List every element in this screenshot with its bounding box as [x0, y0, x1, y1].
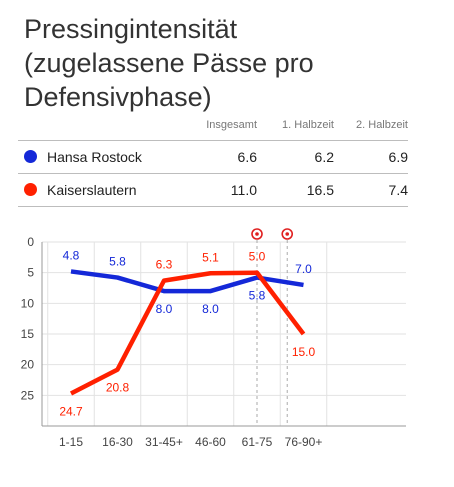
series-line-hansa-rostock [70, 269, 304, 294]
team-color-dot [24, 183, 37, 196]
first-half-value: 16.5 [257, 173, 334, 207]
y-tick-label: 20 [21, 358, 35, 372]
team-name: Hansa Rostock [47, 149, 142, 165]
x-tick-label: 16-30 [102, 435, 133, 449]
data-label: 15.0 [292, 345, 316, 359]
chart-title: Pressingintensität (zugelassene Pässe pr… [24, 12, 444, 114]
stats-header-row: Insgesamt 1. Halbzeit 2. Halbzeit [18, 118, 408, 141]
stats-table: Insgesamt 1. Halbzeit 2. Halbzeit Hansa … [18, 118, 408, 207]
y-tick-label: 15 [21, 327, 35, 341]
data-label: 24.7 [59, 404, 83, 418]
team-color-dot [24, 150, 37, 163]
x-tick-label: 76-90+ [285, 435, 323, 449]
y-tick-label: 25 [21, 388, 35, 402]
header-total: Insgesamt [206, 119, 257, 131]
title-line-2: (zugelassene Pässe pro [24, 48, 314, 78]
total-value: 6.6 [193, 140, 257, 174]
data-label: 5.0 [249, 250, 266, 264]
series-line-kaiserslautern [69, 270, 306, 396]
team-cell: Kaiserslautern [18, 173, 193, 207]
soccer-ball-icon-center [285, 232, 290, 236]
y-tick-label: 5 [27, 266, 34, 280]
header-first-half: 1. Halbzeit [282, 119, 334, 131]
team-name: Kaiserslautern [47, 182, 137, 198]
table-row: Hansa Rostock 6.6 6.2 6.9 [18, 140, 408, 174]
x-tick-label: 61-75 [242, 435, 273, 449]
second-half-value: 7.4 [334, 173, 408, 207]
x-tick-label: 46-60 [195, 435, 226, 449]
x-tick-label: 1-15 [59, 435, 83, 449]
data-label: 5.8 [109, 255, 126, 269]
soccer-ball-icon-center [255, 232, 259, 236]
data-label: 6.3 [156, 258, 173, 272]
data-label: 8.0 [202, 302, 219, 316]
data-label: 7.0 [295, 262, 312, 276]
header-second-half: 2. Halbzeit [356, 119, 408, 131]
team-cell: Hansa Rostock [18, 140, 193, 174]
y-tick-label: 10 [21, 296, 35, 310]
data-label: 5.1 [202, 250, 219, 264]
first-half-value: 6.2 [257, 140, 334, 174]
title-line-3: Defensivphase) [24, 82, 212, 112]
title-line-1: Pressingintensität [24, 14, 238, 44]
second-half-value: 6.9 [334, 140, 408, 174]
table-row: Kaiserslautern 11.0 16.5 7.4 [18, 173, 408, 207]
data-label: 20.8 [106, 381, 130, 395]
line-chart: 0 5 10 15 20 25 1-15 16-30 31-45+ 46-60 61-75 76-90… [21, 228, 406, 449]
data-label: 8.0 [156, 302, 173, 316]
y-tick-label: 0 [27, 235, 34, 249]
x-tick-label: 31-45+ [145, 435, 183, 449]
data-label: 5.8 [249, 289, 266, 303]
data-label: 4.8 [63, 248, 80, 262]
total-value: 11.0 [193, 173, 257, 207]
header-team [18, 118, 193, 141]
